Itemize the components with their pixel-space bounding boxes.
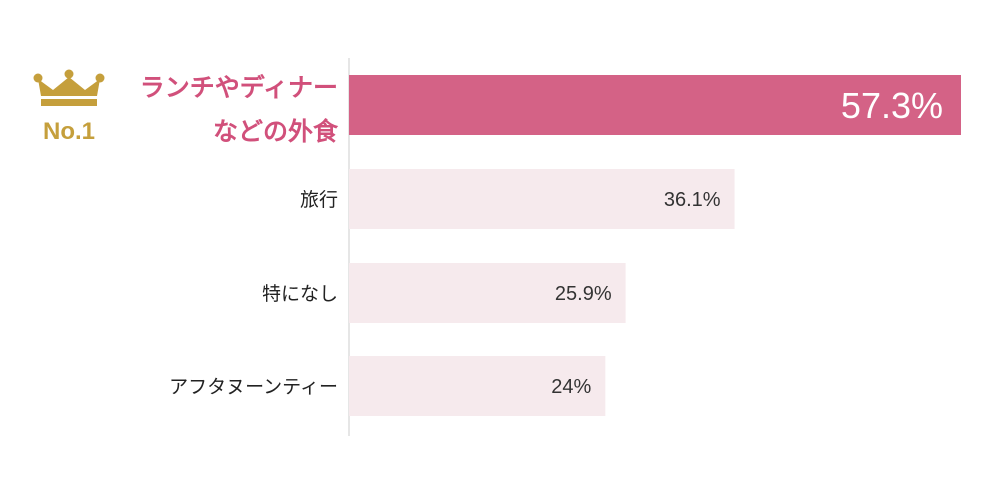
category-label: 特になし: [262, 283, 338, 305]
crown-icon: [38, 77, 100, 96]
category-label: 旅行: [300, 189, 338, 211]
category-label: アフタヌーンティー: [169, 376, 338, 398]
data-label: 57.3%: [841, 85, 943, 126]
crown-ball: [33, 73, 43, 83]
crown-ball: [95, 73, 105, 83]
bar: [349, 75, 961, 135]
bar: [349, 356, 606, 416]
category-label: ランチやディナー: [140, 73, 338, 102]
category-label: などの外食: [213, 117, 339, 146]
crown-base: [41, 99, 97, 106]
rank-badge: No.1: [33, 69, 105, 145]
data-label: 24%: [551, 376, 591, 398]
data-label: 36.1%: [664, 189, 721, 211]
bar: [349, 169, 735, 229]
bar: [349, 263, 626, 323]
data-label: 25.9%: [555, 283, 612, 305]
bars-layer: [349, 75, 961, 416]
crown-ball: [64, 69, 74, 79]
rank-label: No.1: [43, 118, 95, 145]
